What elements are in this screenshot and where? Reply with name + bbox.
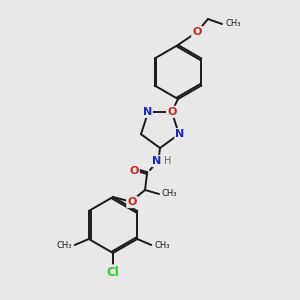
Text: CH₃: CH₃ [162, 190, 178, 199]
Text: N: N [142, 107, 152, 117]
Text: Cl: Cl [106, 266, 119, 278]
Text: N: N [176, 129, 184, 139]
Text: O: O [167, 107, 176, 117]
Text: N: N [152, 156, 162, 166]
Text: O: O [127, 197, 137, 207]
Text: CH₃: CH₃ [154, 241, 170, 250]
Text: O: O [129, 166, 139, 176]
Text: O: O [192, 27, 202, 37]
Text: CH₃: CH₃ [56, 241, 72, 250]
Text: CH₃: CH₃ [225, 20, 241, 28]
Text: H: H [164, 156, 171, 166]
